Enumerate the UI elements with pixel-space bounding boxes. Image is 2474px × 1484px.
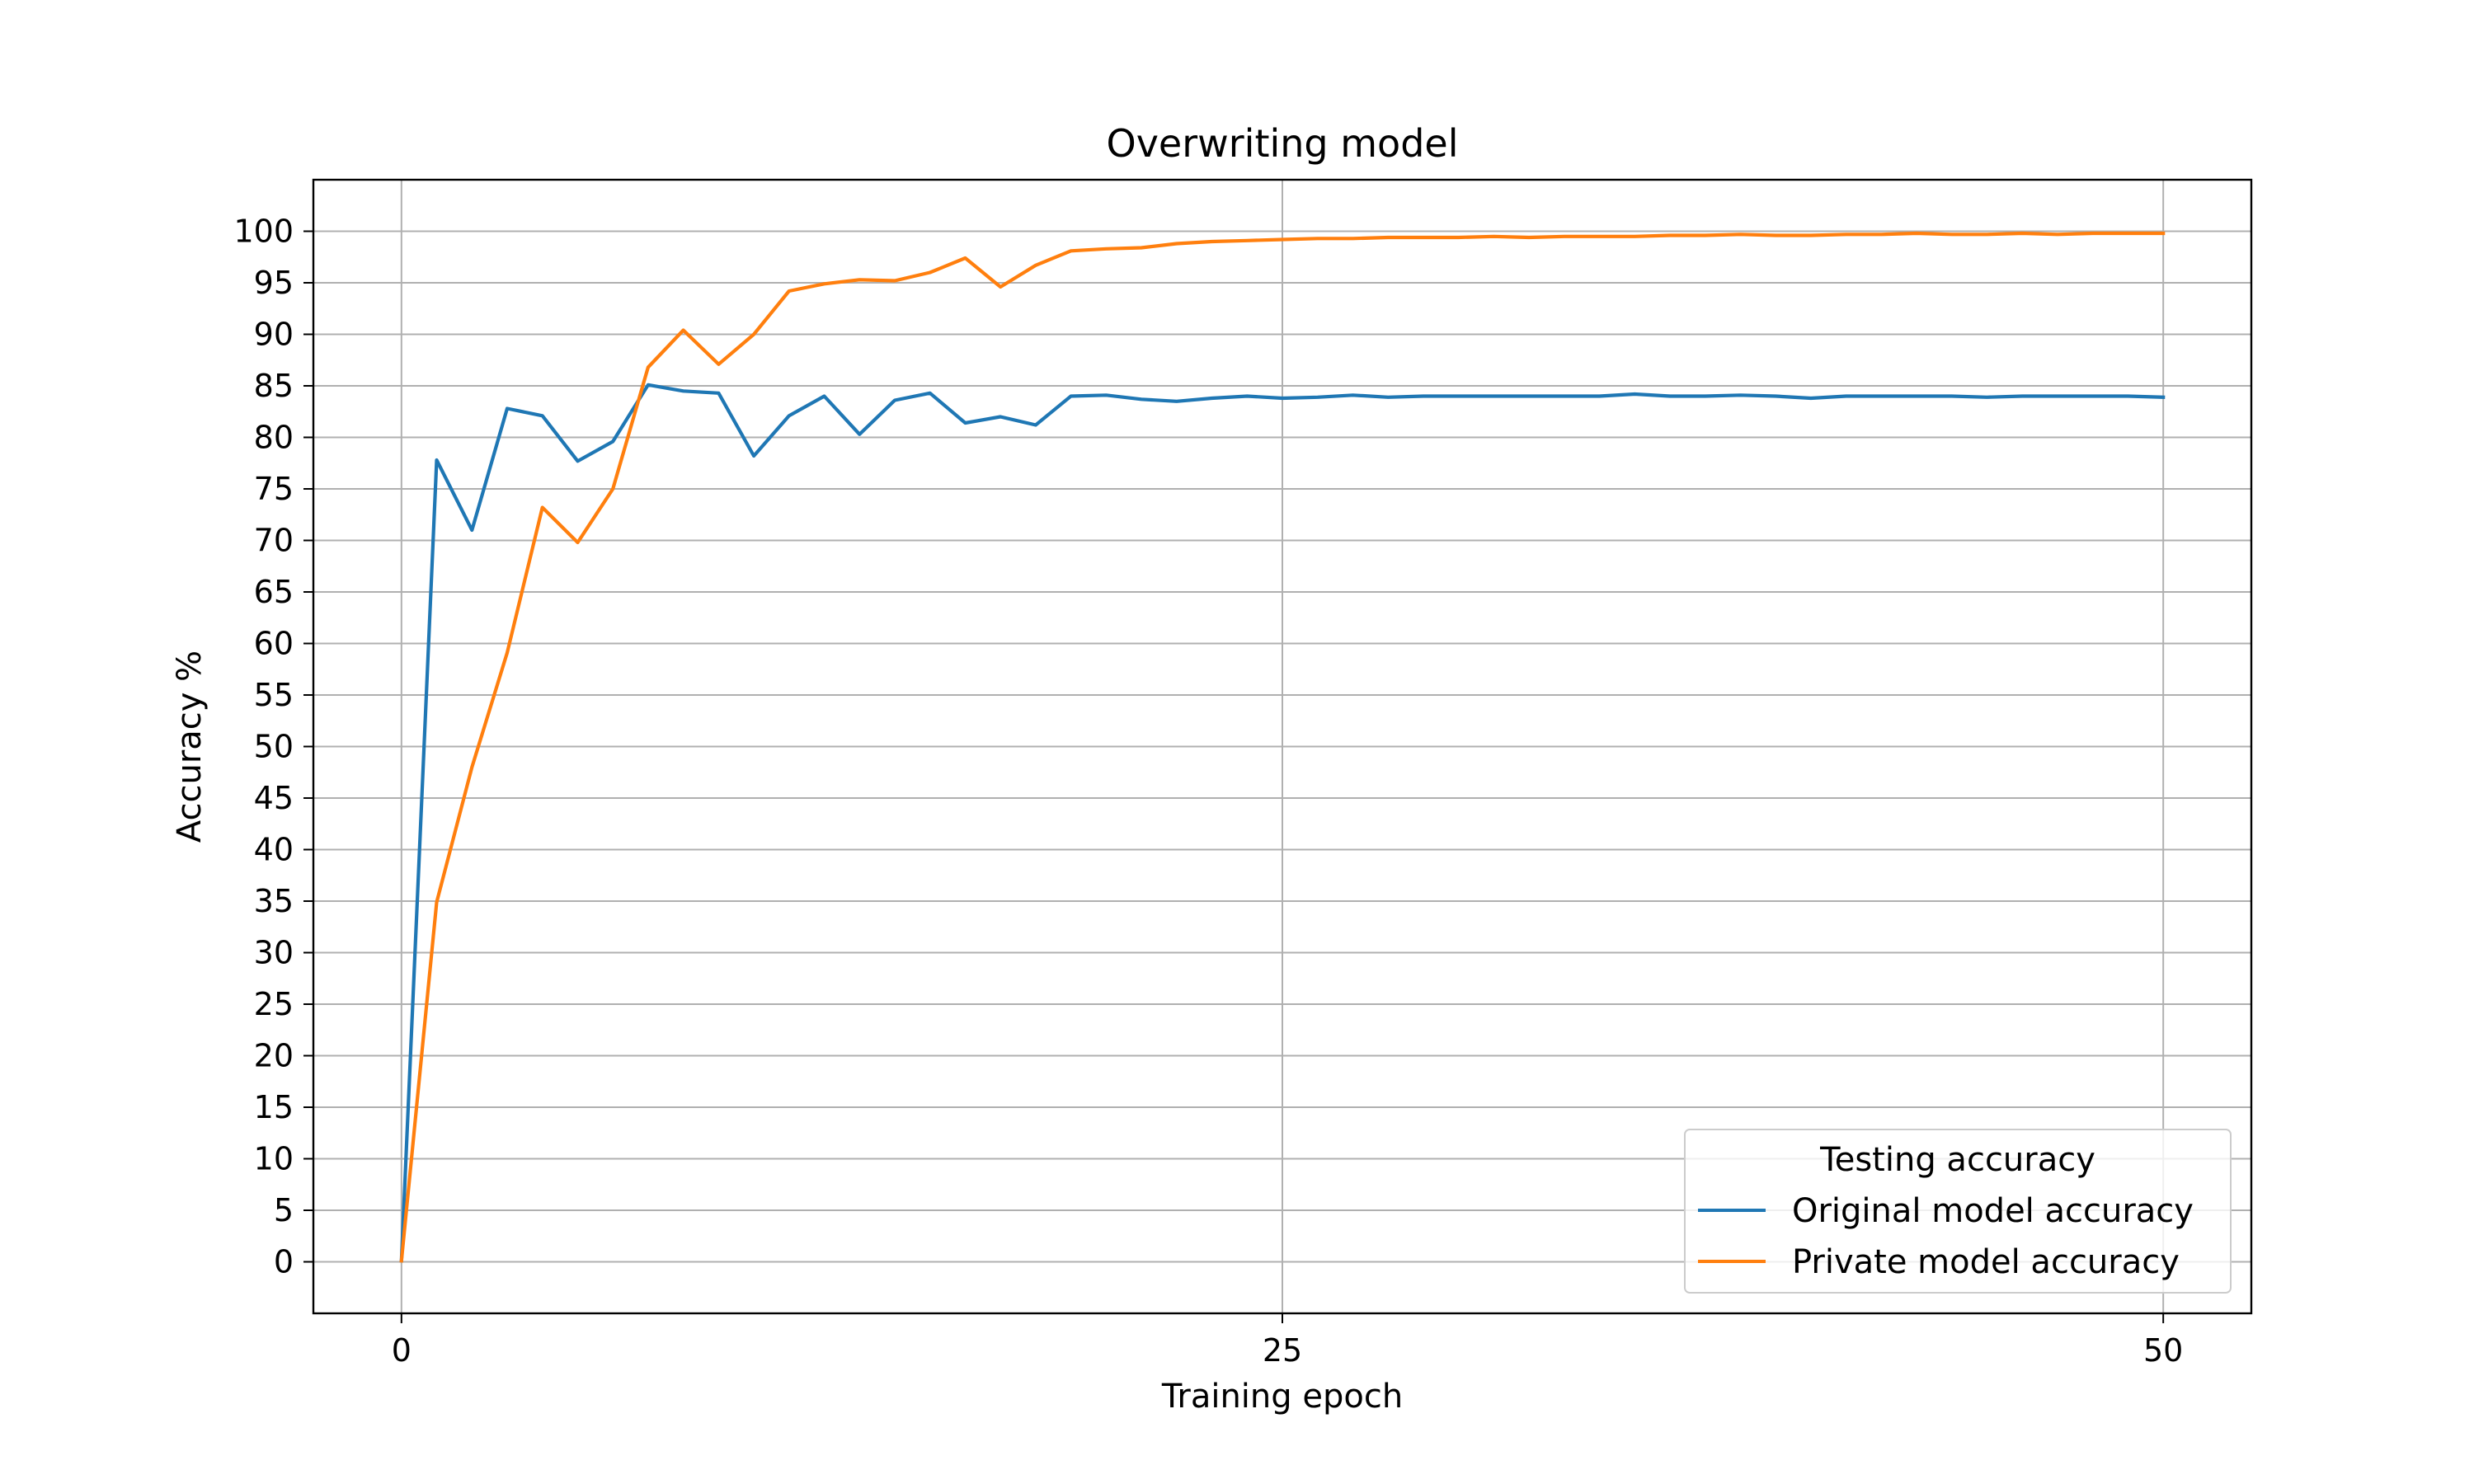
legend: Testing accuracy Original model accuracy…	[1684, 1129, 2232, 1294]
legend-label-private: Private model accuracy	[1792, 1243, 2180, 1281]
y-tick-label: 30	[254, 935, 294, 971]
y-tick-label: 20	[254, 1038, 294, 1074]
y-tick-label: 15	[254, 1089, 294, 1125]
y-tick-label: 80	[254, 420, 294, 456]
y-tick-label: 60	[254, 626, 294, 662]
legend-label-original: Original model accuracy	[1792, 1192, 2194, 1230]
x-tick-label: 50	[2143, 1332, 2183, 1369]
y-tick-label: 45	[254, 780, 294, 816]
y-axis-title: Accuracy %	[171, 650, 209, 843]
chart-title: Overwriting model	[1107, 121, 1459, 166]
series-lines	[399, 231, 2166, 1263]
y-tick-label: 65	[254, 574, 294, 610]
x-axis-ticks: 0 25 50	[392, 1313, 2183, 1369]
y-tick-label: 85	[254, 368, 294, 404]
y-tick-label: 25	[254, 986, 294, 1022]
y-tick-label: 10	[254, 1141, 294, 1177]
y-tick-label: 100	[233, 214, 294, 250]
y-tick-label: 75	[254, 471, 294, 507]
legend-box	[1684, 1129, 2232, 1294]
y-tick-label: 95	[254, 265, 294, 301]
y-tick-label: 55	[254, 677, 294, 713]
y-axis-ticks: 0 5 10 15 20 25 30 35 40 45 50 55 60 65 70 75 80 85 90 95 10…	[233, 214, 313, 1280]
legend-title: Testing accuracy	[1819, 1141, 2095, 1179]
y-tick-label: 35	[254, 883, 294, 919]
series-line-1	[399, 231, 2166, 1263]
x-axis-title: Training epoch	[1161, 1378, 1403, 1416]
y-tick-label: 40	[254, 832, 294, 868]
y-tick-label: 5	[274, 1192, 294, 1228]
y-tick-label: 90	[254, 317, 294, 353]
y-tick-label: 0	[274, 1244, 294, 1280]
y-tick-label: 50	[254, 729, 294, 765]
series-line-0	[399, 383, 2166, 1263]
grid	[313, 180, 2251, 1313]
x-tick-label: 25	[1263, 1332, 1302, 1369]
y-tick-label: 70	[254, 523, 294, 559]
x-tick-label: 0	[392, 1332, 412, 1369]
